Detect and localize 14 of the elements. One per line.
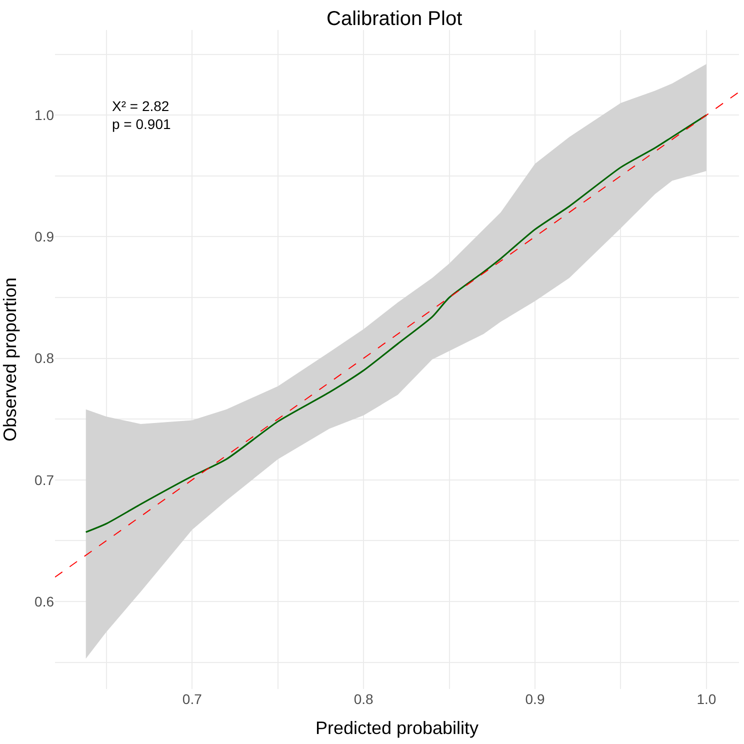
y-tick-label: 0.6 bbox=[34, 593, 54, 610]
x-tick-label: 0.8 bbox=[354, 691, 374, 707]
annotation: X² = 2.82 p = 0.901 bbox=[112, 98, 171, 132]
y-tick-label: 0.8 bbox=[34, 350, 54, 366]
y-tick-label: 1.0 bbox=[34, 107, 54, 124]
y-axis-title: Observed proportion bbox=[0, 277, 20, 442]
line-series bbox=[85, 114, 708, 533]
y-tick-label: 0.7 bbox=[34, 472, 54, 488]
chart-title: Calibration Plot bbox=[326, 8, 463, 30]
x-tick-label: 0.9 bbox=[525, 691, 545, 707]
text: 1.0 bbox=[696, 691, 716, 707]
x-tick-label: 0.7 bbox=[182, 691, 202, 707]
y-tick-label: 0.9 bbox=[34, 228, 54, 245]
x-axis-title: Predicted probability bbox=[315, 718, 479, 738]
